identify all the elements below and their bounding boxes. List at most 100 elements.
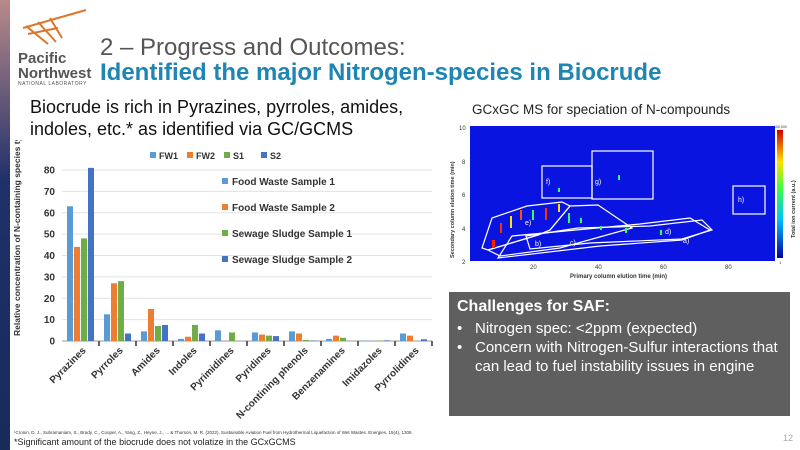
svg-text:6: 6: [462, 193, 466, 199]
gc-xlabel: Primary column elution time (min): [570, 274, 667, 280]
region-outlines: [481, 150, 766, 259]
y-tick-label: 70: [44, 187, 56, 198]
bar-s2: [421, 339, 427, 341]
svg-text:b): b): [535, 241, 541, 248]
bar-fw1: [141, 331, 147, 341]
legend-swatch: [222, 204, 228, 210]
bar-fw1: [289, 331, 295, 341]
legend-swatch: [261, 152, 267, 158]
bar-fw1: [252, 332, 258, 341]
legend-description: Food Waste Sample 1: [232, 177, 335, 188]
slide-subtitle: Identified the major Nitrogen-species in…: [100, 59, 662, 86]
x-tick-label: Indoles: [167, 345, 200, 378]
svg-text:2: 2: [462, 260, 466, 266]
bar-fw2: [111, 283, 117, 341]
page-number: 12: [783, 433, 794, 443]
bar-fw2: [296, 333, 302, 341]
bar-s1: [155, 326, 161, 341]
challenges-box: Challenges for SAF: Nitrogen spec: <2ppm…: [449, 292, 790, 416]
bar-fw2: [259, 334, 265, 341]
bar-fw1: [400, 333, 406, 341]
bar-s2: [88, 167, 94, 341]
challenge-item: Concern with Nitrogen-Sulfur interaction…: [457, 338, 782, 376]
bar-fw2: [74, 246, 80, 341]
bar-fw2: [148, 308, 154, 341]
logo-text: Northwest: [18, 65, 92, 82]
svg-text:60: 60: [660, 265, 667, 271]
legend-description: Sewage Sludge Sample 1: [232, 229, 352, 240]
logo-text: Pacific: [18, 50, 67, 67]
svg-text:f): f): [546, 179, 550, 186]
bar-s2: [199, 333, 205, 341]
y-tick-label: 40: [44, 251, 56, 262]
bar-fw1: [178, 338, 184, 341]
challenge-item: Nitrogen spec: <2ppm (expected): [457, 319, 782, 338]
bar-s1: [266, 335, 272, 341]
bar-fw1: [326, 338, 332, 341]
bar-s1: [229, 332, 235, 341]
legend-label: FW1: [159, 151, 178, 161]
svg-text:g): g): [595, 179, 601, 186]
y-tick-label: 10: [44, 315, 56, 326]
bar-s1: [118, 281, 124, 341]
bar-s1: [303, 339, 309, 341]
bar-fw1: [67, 206, 73, 341]
svg-text:a): a): [683, 238, 689, 245]
svg-text:c): c): [570, 240, 576, 247]
challenges-title: Challenges for SAF:: [457, 298, 610, 315]
y-tick-label: 20: [44, 294, 56, 305]
legend-swatch: [150, 152, 156, 158]
svg-text:80: 80: [725, 265, 732, 271]
svg-text:10: 10: [459, 126, 466, 132]
intro-text: Biocrude is rich in Pyrazines, pyrroles,…: [30, 97, 404, 139]
slide-title: 2 – Progress and Outcomes:: [100, 34, 406, 61]
pnnl-logo: Pacific Northwest NATIONAL LABORATORY: [18, 8, 98, 87]
bar-s2: [162, 324, 168, 341]
legend-swatch: [187, 152, 193, 158]
bar-s1: [192, 324, 198, 341]
colorbar-label: Total ion current (a.u.): [791, 180, 797, 238]
svg-text:20: 20: [530, 265, 537, 271]
gc-title: GCxGC MS for speciation of N-compounds: [472, 102, 731, 117]
gc-ylabel: Secondary column elution time (min): [450, 161, 456, 258]
bar-fw1: [215, 330, 221, 341]
footnote: *Significant amount of the biocrude does…: [14, 437, 296, 447]
bar-fw2: [185, 336, 191, 341]
bar-fw2: [407, 335, 413, 341]
svg-text:d): d): [665, 229, 671, 236]
y-tick-label: 0: [49, 337, 55, 348]
colorbar: [777, 130, 783, 258]
logo-mark-icon: [22, 9, 87, 45]
y-tick-label: 80: [44, 166, 56, 177]
svg-text:h): h): [738, 197, 744, 204]
svg-text:8: 8: [462, 160, 466, 166]
legend-description: Food Waste Sample 2: [232, 203, 335, 214]
bar-s2: [384, 340, 390, 341]
bar-s2: [273, 336, 279, 341]
bar-s1: [340, 337, 346, 341]
bar-fw2: [333, 335, 339, 341]
legend-label: FW2: [196, 151, 215, 161]
decorative-strip: [0, 0, 10, 450]
gcxgc-plot: a) b) c) d) e) f) g) h) 2 4 6 8 10 20 40 60 80 Primary…: [450, 125, 797, 280]
y-tick-label: 30: [44, 272, 56, 283]
x-tick-label: Pyrroles: [90, 345, 126, 381]
logo-text: NATIONAL LABORATORY: [18, 81, 87, 87]
legend-swatch: [222, 256, 228, 262]
y-tick-label: 50: [44, 230, 56, 241]
reference: ¹Cronin, D. J., Subramaniam, S., Brady, …: [14, 430, 413, 435]
legend-swatch: [224, 152, 230, 158]
colorbar-max: 100,000: [774, 125, 787, 129]
legend-label: S1: [233, 151, 244, 161]
peaks: [492, 175, 662, 248]
bar-s1: [81, 238, 87, 341]
gc-axis-ticks: 2 4 6 8 10 20 40 60 80: [459, 126, 732, 271]
bar-fw1: [104, 314, 110, 341]
x-tick-label: Amides: [129, 345, 163, 379]
plot-background: [470, 126, 775, 261]
x-tick-label: N-contining phenols: [234, 345, 310, 421]
svg-text:4: 4: [462, 227, 466, 233]
svg-text:e): e): [525, 220, 531, 227]
region-labels: a) b) c) d) e) f) g) h): [525, 179, 744, 248]
svg-text:40: 40: [595, 265, 602, 271]
